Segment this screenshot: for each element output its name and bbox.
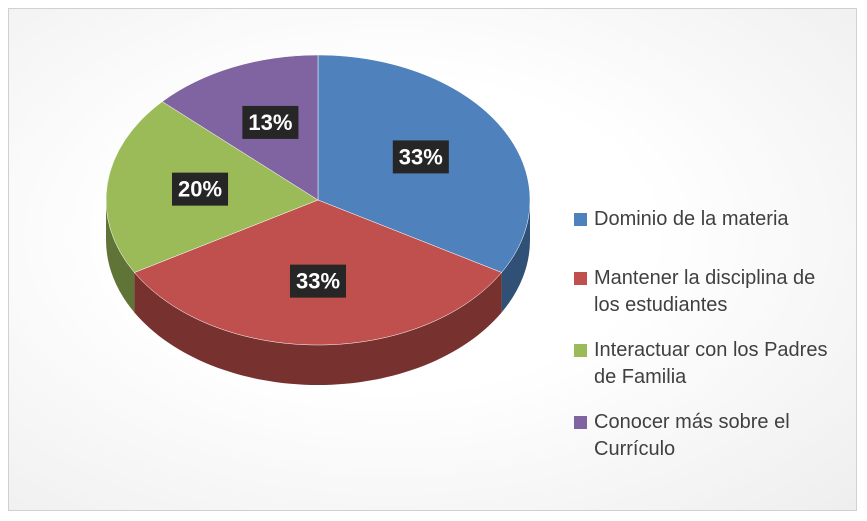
data-label: 33% <box>296 269 340 294</box>
data-label-group: 20% <box>171 172 229 206</box>
data-label-box <box>171 172 229 206</box>
data-label: 20% <box>178 177 222 202</box>
slice-side <box>106 200 135 313</box>
data-label-group: 33% <box>289 264 347 298</box>
legend: Dominio de la materia Mantener la discipl… <box>574 206 844 463</box>
legend-label: Mantener la disciplina de los estudiante… <box>594 267 816 316</box>
legend-item: Interactuar con los Padres de Familia <box>574 337 844 391</box>
legend-swatch <box>574 272 587 285</box>
data-label-group: 33% <box>392 140 449 174</box>
legend-label: Conocer más sobre el Currículo <box>594 411 790 460</box>
data-label: 13% <box>248 110 292 135</box>
data-label-group: 13% <box>242 105 299 139</box>
legend-label: Interactuar con los Padres de Familia <box>594 339 828 388</box>
legend-swatch <box>574 416 587 429</box>
legend-label: Dominio de la materia <box>594 208 789 230</box>
legend-swatch <box>574 213 587 226</box>
slice-side <box>134 272 502 385</box>
legend-item: Conocer más sobre el Currículo <box>574 409 844 463</box>
data-label: 33% <box>399 144 443 169</box>
legend-swatch <box>574 344 587 357</box>
legend-item: Dominio de la materia <box>574 206 844 233</box>
data-label-box <box>392 140 449 174</box>
slice-side <box>501 200 530 313</box>
legend-item: Mantener la disciplina de los estudiante… <box>574 265 844 319</box>
data-label-box <box>242 105 299 139</box>
data-label-box <box>289 264 347 298</box>
slice <box>161 54 319 201</box>
